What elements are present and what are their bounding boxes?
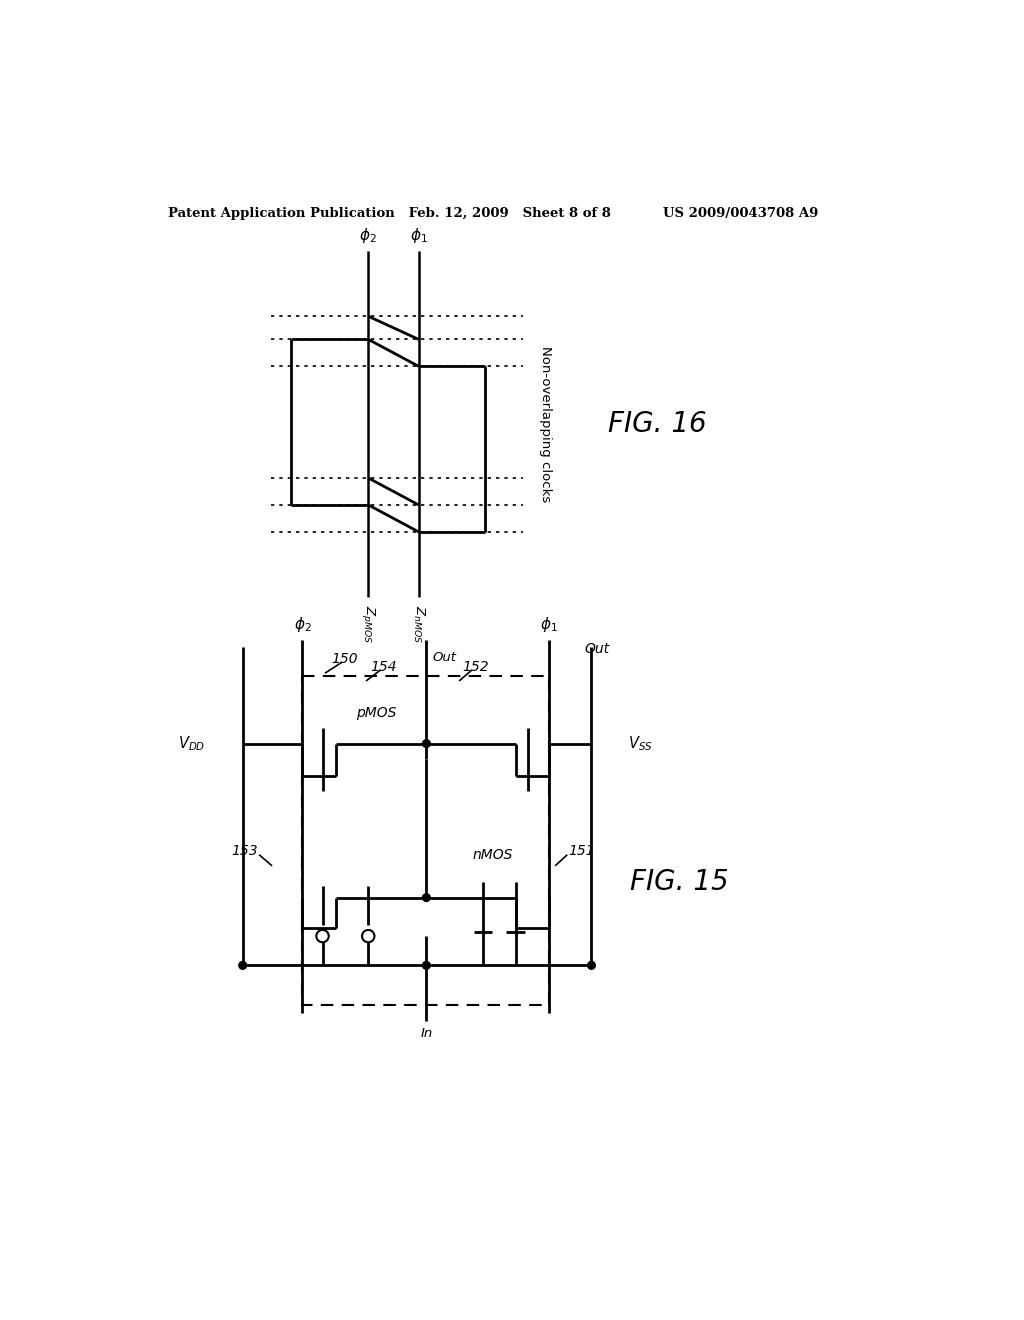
Text: $\phi_1$: $\phi_1$ (540, 615, 558, 635)
Text: FIG. 15: FIG. 15 (630, 869, 729, 896)
Circle shape (316, 929, 329, 942)
Text: 153: 153 (231, 845, 258, 858)
Text: $Z_{nMOS}$: $Z_{nMOS}$ (411, 605, 426, 643)
Text: Out: Out (432, 651, 457, 664)
Text: 154: 154 (371, 660, 397, 673)
Text: nMOS: nMOS (472, 849, 512, 862)
Text: pMOS: pMOS (355, 706, 396, 719)
Text: $V_{DD}$: $V_{DD}$ (178, 734, 206, 752)
Text: $\phi_1$: $\phi_1$ (410, 226, 427, 244)
Text: Patent Application Publication   Feb. 12, 2009   Sheet 8 of 8: Patent Application Publication Feb. 12, … (168, 207, 611, 220)
Text: Out: Out (585, 642, 609, 656)
Text: FIG. 16: FIG. 16 (608, 411, 708, 438)
Text: $Z_{pMOS}$: $Z_{pMOS}$ (359, 605, 377, 643)
Text: US 2009/0043708 A9: US 2009/0043708 A9 (663, 207, 818, 220)
Text: 150: 150 (332, 652, 358, 665)
Circle shape (423, 961, 430, 969)
Text: 151: 151 (568, 845, 595, 858)
Text: 152: 152 (462, 660, 488, 673)
Circle shape (423, 739, 430, 747)
Circle shape (588, 961, 595, 969)
Circle shape (362, 929, 375, 942)
Text: Non-overlapping clocks: Non-overlapping clocks (539, 346, 552, 502)
Text: $\phi_2$: $\phi_2$ (294, 615, 311, 635)
Text: $\phi_2$: $\phi_2$ (359, 226, 377, 244)
Circle shape (423, 894, 430, 902)
Circle shape (239, 961, 247, 969)
Text: In: In (420, 1027, 432, 1040)
Text: $V_{SS}$: $V_{SS}$ (628, 734, 652, 752)
